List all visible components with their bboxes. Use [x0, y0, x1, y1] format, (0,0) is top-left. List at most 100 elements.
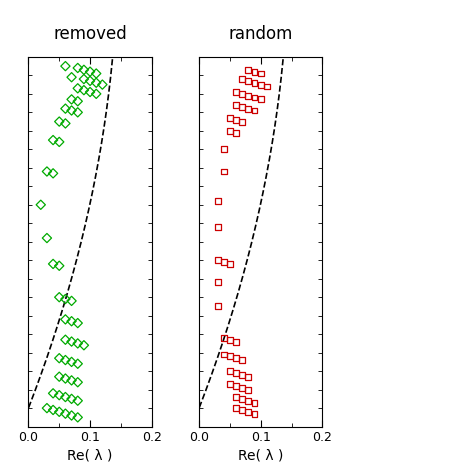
Point	[238, 384, 246, 392]
Point	[238, 406, 246, 414]
Point	[62, 316, 69, 323]
Point	[214, 279, 221, 286]
Point	[49, 406, 57, 414]
Point	[214, 223, 221, 231]
Point	[232, 338, 240, 346]
Point	[62, 119, 69, 127]
Point	[232, 369, 240, 377]
Point	[238, 356, 246, 364]
Point	[257, 70, 264, 77]
Point	[263, 82, 271, 90]
Point	[55, 373, 63, 381]
Point	[62, 375, 69, 383]
Point	[80, 75, 88, 83]
Point	[80, 86, 88, 94]
Point	[86, 68, 94, 75]
Point	[74, 98, 82, 105]
Point	[68, 96, 75, 103]
Point	[80, 341, 88, 349]
Point	[43, 234, 51, 242]
Point	[245, 92, 252, 100]
Point	[74, 339, 82, 347]
Point	[74, 319, 82, 327]
Text: removed: removed	[53, 25, 127, 43]
Point	[49, 137, 57, 144]
Point	[251, 79, 258, 87]
Point	[55, 118, 63, 125]
Point	[68, 358, 75, 366]
Point	[238, 118, 246, 125]
Point	[62, 62, 69, 70]
Point	[74, 397, 82, 404]
Point	[232, 355, 240, 362]
Point	[37, 201, 45, 209]
Point	[257, 96, 264, 103]
Point	[257, 81, 264, 88]
X-axis label: Re( λ ): Re( λ )	[238, 448, 283, 463]
Point	[214, 302, 221, 310]
Point	[74, 84, 82, 92]
Text: random: random	[228, 25, 293, 43]
Point	[220, 351, 228, 358]
Point	[238, 90, 246, 98]
Point	[232, 129, 240, 137]
Point	[92, 90, 100, 98]
Point	[62, 105, 69, 112]
Point	[226, 127, 234, 135]
Point	[62, 410, 69, 418]
Point	[214, 256, 221, 264]
Point	[251, 107, 258, 114]
Point	[232, 404, 240, 412]
Point	[55, 138, 63, 146]
Point	[68, 297, 75, 305]
Point	[99, 81, 106, 88]
Point	[226, 114, 234, 122]
Point	[43, 404, 51, 412]
Point	[74, 109, 82, 116]
Point	[220, 258, 228, 266]
Point	[232, 101, 240, 109]
Point	[214, 197, 221, 205]
Point	[74, 378, 82, 386]
Point	[49, 390, 57, 397]
Point	[74, 64, 82, 72]
Point	[62, 393, 69, 401]
Point	[62, 295, 69, 303]
Point	[68, 376, 75, 384]
Point	[55, 355, 63, 362]
Point	[245, 66, 252, 73]
Point	[68, 412, 75, 419]
Point	[251, 410, 258, 418]
Point	[62, 356, 69, 364]
Point	[86, 88, 94, 96]
Point	[232, 116, 240, 124]
Point	[74, 360, 82, 367]
Point	[238, 75, 246, 83]
Point	[68, 338, 75, 346]
Point	[226, 367, 234, 375]
Point	[62, 336, 69, 344]
Point	[251, 68, 258, 75]
Point	[232, 393, 240, 401]
Point	[226, 380, 234, 388]
Point	[245, 77, 252, 85]
Point	[74, 413, 82, 421]
Point	[80, 66, 88, 73]
Point	[49, 260, 57, 268]
Point	[238, 395, 246, 402]
Point	[245, 105, 252, 112]
Point	[68, 395, 75, 402]
Point	[68, 73, 75, 81]
Point	[68, 107, 75, 114]
Point	[238, 371, 246, 379]
Point	[226, 336, 234, 344]
Point	[226, 260, 234, 268]
Point	[55, 293, 63, 301]
Point	[245, 397, 252, 404]
X-axis label: Re( λ ): Re( λ )	[67, 448, 113, 463]
Point	[245, 373, 252, 381]
Point	[220, 334, 228, 342]
Point	[251, 399, 258, 406]
Point	[49, 170, 57, 177]
Point	[226, 353, 234, 360]
